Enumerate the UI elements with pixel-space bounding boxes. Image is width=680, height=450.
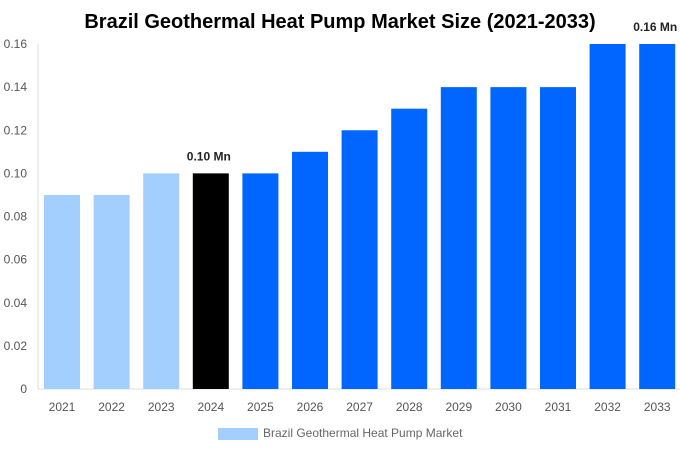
x-tick-label: 2027 bbox=[346, 400, 373, 414]
y-tick-label: 0.04 bbox=[4, 296, 28, 310]
x-tick-label: 2033 bbox=[644, 400, 671, 414]
x-tick-label: 2031 bbox=[545, 400, 572, 414]
bar-2032 bbox=[589, 44, 626, 389]
data-label-2024: 0.10 Mn bbox=[187, 149, 231, 163]
bar-2024 bbox=[192, 173, 229, 389]
chart-title: Brazil Geothermal Heat Pump Market Size … bbox=[84, 11, 595, 33]
y-tick-label: 0.06 bbox=[4, 253, 28, 267]
legend-label: Brazil Geothermal Heat Pump Market bbox=[263, 426, 463, 440]
bar-2025 bbox=[242, 173, 279, 389]
y-tick-label: 0.02 bbox=[4, 339, 28, 353]
x-tick-label: 2026 bbox=[297, 400, 324, 414]
x-tick-label: 2023 bbox=[148, 400, 175, 414]
bar-2022 bbox=[93, 194, 130, 389]
y-tick-label: 0.14 bbox=[4, 80, 28, 94]
bar-2023 bbox=[143, 173, 180, 389]
bar-2033 bbox=[639, 44, 676, 389]
x-tick-label: 2022 bbox=[98, 400, 125, 414]
x-tick-label: 2032 bbox=[594, 400, 621, 414]
y-tick-label: 0.10 bbox=[4, 166, 28, 180]
bar-2029 bbox=[440, 87, 477, 389]
x-tick-label: 2028 bbox=[396, 400, 423, 414]
x-tick-label: 2021 bbox=[49, 400, 76, 414]
x-tick-label: 2024 bbox=[197, 400, 224, 414]
bar-2030 bbox=[490, 87, 527, 389]
y-tick-label: 0.12 bbox=[4, 123, 28, 137]
legend-swatch bbox=[218, 428, 258, 440]
x-tick-label: 2025 bbox=[247, 400, 274, 414]
bar-2031 bbox=[540, 87, 576, 389]
bar-2028 bbox=[391, 108, 428, 389]
bar-2021 bbox=[44, 194, 80, 389]
data-label-2033: 0.16 Mn bbox=[633, 20, 677, 34]
bar-2026 bbox=[292, 151, 328, 389]
x-tick-label: 2030 bbox=[495, 400, 522, 414]
bar-2027 bbox=[341, 130, 378, 389]
x-tick-label: 2029 bbox=[445, 400, 472, 414]
y-tick-label: 0.16 bbox=[4, 37, 28, 51]
y-tick-label: 0 bbox=[20, 382, 27, 396]
y-tick-label: 0.08 bbox=[4, 210, 28, 224]
